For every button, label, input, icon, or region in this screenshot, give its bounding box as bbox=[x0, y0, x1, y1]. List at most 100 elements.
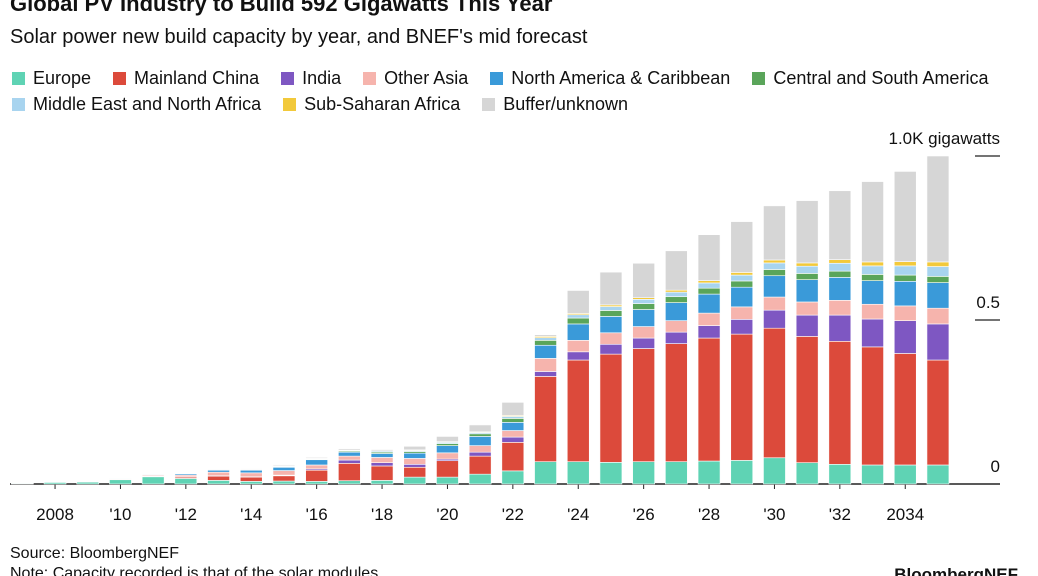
bar-segment bbox=[697, 280, 721, 284]
bar-segment bbox=[763, 259, 786, 264]
bar-segment bbox=[305, 469, 328, 482]
bar-segment bbox=[795, 200, 819, 264]
bar-segment bbox=[501, 418, 525, 423]
bar-segment bbox=[468, 424, 492, 433]
bar-segment bbox=[239, 469, 263, 474]
bar-segment bbox=[534, 358, 557, 372]
bar-segment bbox=[436, 445, 459, 454]
bar-segment bbox=[665, 343, 688, 462]
bar-segment bbox=[338, 448, 361, 451]
note: Note: Capacity recorded is that of the s… bbox=[10, 565, 379, 576]
bar-segment bbox=[926, 464, 950, 485]
bar-segment bbox=[763, 205, 786, 261]
bar-segment bbox=[632, 326, 655, 339]
bar-segment bbox=[468, 451, 492, 457]
bar-segment bbox=[436, 476, 459, 485]
bar-segment bbox=[338, 451, 361, 457]
bar-segment bbox=[697, 325, 721, 339]
bar-segment bbox=[403, 445, 427, 451]
legend-label: Europe bbox=[33, 67, 92, 88]
legend-item: North America & Caribbean bbox=[490, 67, 730, 89]
subtitle: Solar power new build capacity by year, … bbox=[10, 26, 588, 48]
y-tick-label: 1.0K gigawatts bbox=[888, 129, 1000, 148]
bar-segment bbox=[926, 276, 950, 283]
bar-segment bbox=[403, 466, 427, 478]
bar-segment bbox=[893, 280, 917, 307]
bar-segment bbox=[861, 181, 884, 263]
bar-segment bbox=[665, 331, 688, 344]
bar-segment bbox=[763, 275, 786, 298]
bar-segment bbox=[403, 464, 427, 468]
bar-segment bbox=[534, 376, 557, 462]
bar-segment bbox=[795, 279, 819, 303]
legend-swatch bbox=[490, 71, 504, 85]
bar-segment bbox=[893, 320, 917, 354]
title: Global PV Industry to Build 592 Gigawatt… bbox=[10, 0, 553, 16]
bar-segment bbox=[893, 261, 917, 267]
bar-segment bbox=[599, 306, 623, 311]
bar-segment bbox=[697, 293, 721, 314]
bar-segment bbox=[697, 460, 721, 485]
bar-segment bbox=[665, 296, 688, 303]
bar-segment bbox=[665, 461, 688, 485]
bar-segment bbox=[926, 282, 950, 309]
bar-segment bbox=[468, 436, 492, 446]
bar-segment bbox=[730, 272, 754, 276]
bar-segment bbox=[239, 481, 263, 485]
x-tick-label: 2008 bbox=[36, 505, 74, 524]
bar-segment bbox=[861, 303, 884, 320]
bar-segment bbox=[795, 273, 819, 280]
bar-segment bbox=[436, 452, 459, 460]
bar-segment bbox=[861, 274, 884, 281]
bar-segment bbox=[697, 312, 721, 326]
legend-item: Sub-Saharan Africa bbox=[283, 93, 460, 115]
bar-segment bbox=[665, 320, 688, 333]
bar-segment bbox=[534, 334, 557, 337]
bar-segment bbox=[730, 319, 754, 335]
bar-segment bbox=[697, 282, 721, 289]
bar-segment bbox=[338, 459, 361, 464]
legend-item: Central and South America bbox=[752, 67, 988, 89]
bar-segment bbox=[534, 337, 557, 341]
bar-segment bbox=[926, 307, 950, 325]
legend-item: India bbox=[281, 67, 341, 89]
bar-segment bbox=[305, 457, 328, 459]
brand: BloombergNEF bbox=[894, 565, 1018, 576]
bar-segment bbox=[730, 221, 754, 273]
bar-segment bbox=[370, 465, 394, 481]
bar-segment bbox=[861, 261, 884, 267]
bar-segment bbox=[501, 402, 525, 416]
bar-segment bbox=[730, 333, 754, 461]
bar-segment bbox=[207, 480, 230, 485]
bar-segment bbox=[109, 479, 132, 485]
bar-segment bbox=[501, 430, 525, 438]
bar-segment bbox=[207, 469, 230, 471]
bar-segment bbox=[795, 314, 819, 337]
bar-segment bbox=[828, 314, 852, 342]
legend-label: Buffer/unknown bbox=[503, 93, 628, 114]
x-tick-label: '20 bbox=[436, 505, 458, 524]
x-tick-label: '22 bbox=[502, 505, 524, 524]
bar-segment bbox=[893, 171, 917, 262]
bar-segment bbox=[763, 327, 786, 459]
bar-segment bbox=[338, 480, 361, 485]
bar-segment bbox=[632, 262, 655, 298]
bar-segment bbox=[763, 457, 786, 485]
bar-segment bbox=[599, 310, 623, 317]
bar-segment bbox=[370, 449, 394, 452]
bar-segment bbox=[370, 453, 394, 458]
legend-swatch bbox=[12, 71, 25, 85]
x-tick-label: '26 bbox=[633, 505, 655, 524]
legend-label: North America & Caribbean bbox=[511, 67, 731, 88]
legend-swatch bbox=[283, 97, 297, 111]
bar-segment bbox=[599, 316, 623, 334]
x-tick-label: '16 bbox=[306, 505, 328, 524]
bar-segment bbox=[599, 332, 623, 345]
legend: Europe Mainland China India Other Asia North… bbox=[12, 67, 1012, 115]
bar-segment bbox=[828, 262, 852, 272]
bar-segment bbox=[239, 476, 263, 482]
bar-segment bbox=[272, 480, 296, 485]
bar-segment bbox=[926, 261, 950, 267]
legend-label: Central and South America bbox=[773, 67, 989, 88]
bar-segment bbox=[861, 280, 884, 305]
